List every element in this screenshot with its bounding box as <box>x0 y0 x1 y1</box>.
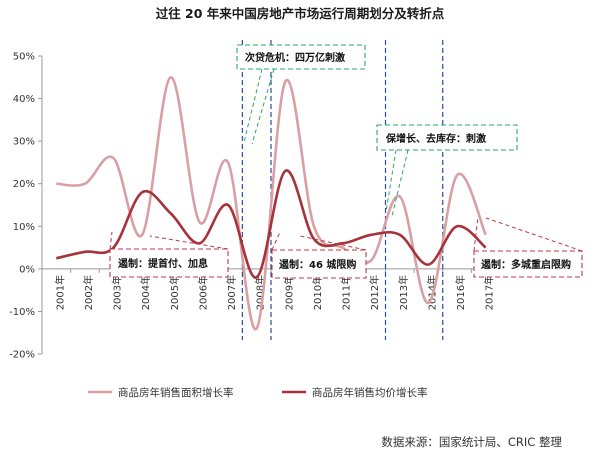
x-tick-label: 2010年 <box>311 275 324 310</box>
x-tick-label: 2011年 <box>340 275 353 310</box>
chart-title: 过往 20 年来中国房地产市场运行周期划分及转折点 <box>155 6 445 21</box>
annotation-box-curb-3 <box>473 250 583 278</box>
period-dividers <box>241 40 444 340</box>
x-tick-label: 2004年 <box>139 275 152 310</box>
annotation-pointer <box>299 235 367 251</box>
chart-series <box>56 75 487 331</box>
x-tick-label: 2005年 <box>168 275 181 310</box>
y-tick-label: 50% <box>13 52 35 63</box>
y-tick-label: -10% <box>9 307 35 318</box>
annotation-pointer <box>391 149 409 217</box>
x-tick-label: 2007年 <box>225 275 238 310</box>
y-tick-label: 30% <box>13 137 35 148</box>
y-tick-label: -20% <box>9 350 35 361</box>
annotation-pointer <box>109 231 113 250</box>
y-tick-label: 40% <box>13 94 35 105</box>
annotation-pointer <box>271 231 281 251</box>
x-tick-label: 2006年 <box>196 275 209 310</box>
annotation-box-curb-1 <box>109 248 229 278</box>
annotation-pointer <box>485 217 583 252</box>
annotation-pointer <box>473 215 479 252</box>
series-line-sales-price <box>56 169 487 279</box>
legend-label-sales-price: 商品房年销售均价增长率 <box>312 386 428 399</box>
y-tick-label: 10% <box>13 222 35 233</box>
annotation-box-stimulus <box>376 124 518 151</box>
chart-legend: 商品房年销售面积增长率 商品房年销售均价增长率 <box>88 386 428 399</box>
x-tick-label: 2012年 <box>368 275 381 310</box>
y-tick-label: 0% <box>19 264 35 275</box>
annotation-curb-1: 遏制：提首付、加息 <box>118 257 208 270</box>
annotation-pointer <box>149 235 229 250</box>
annotation-pointer <box>385 149 397 213</box>
annotation-pointer <box>243 68 263 143</box>
annotation-curb-3: 遏制：多城重启限购 <box>481 258 571 271</box>
x-tick-label: 2001年 <box>53 275 66 310</box>
annotation-box-curb-2 <box>271 249 367 279</box>
x-tick-label: 2002年 <box>82 275 95 310</box>
annotation-subprime: 次贷危机：四万亿刺激 <box>245 51 345 64</box>
annotation-pointer <box>251 68 275 145</box>
x-tick-label: 2009年 <box>282 275 295 310</box>
x-tick-label: 2016年 <box>454 275 467 310</box>
x-tick-label: 2013年 <box>397 275 410 310</box>
x-tick-label: 2003年 <box>111 275 124 310</box>
x-tick-label: 2017年 <box>483 275 496 310</box>
data-source: 数据来源：国家统计局、CRIC 整理 <box>381 435 562 449</box>
annotation-box-subprime <box>236 44 366 70</box>
annotation-curb-2: 遏制：46 城限购 <box>279 258 356 271</box>
y-tick-label: 20% <box>13 179 35 190</box>
legend-label-sales-area: 商品房年销售面积增长率 <box>118 386 234 399</box>
annotation-stimulus: 保增长、去库存：刺激 <box>385 132 486 145</box>
